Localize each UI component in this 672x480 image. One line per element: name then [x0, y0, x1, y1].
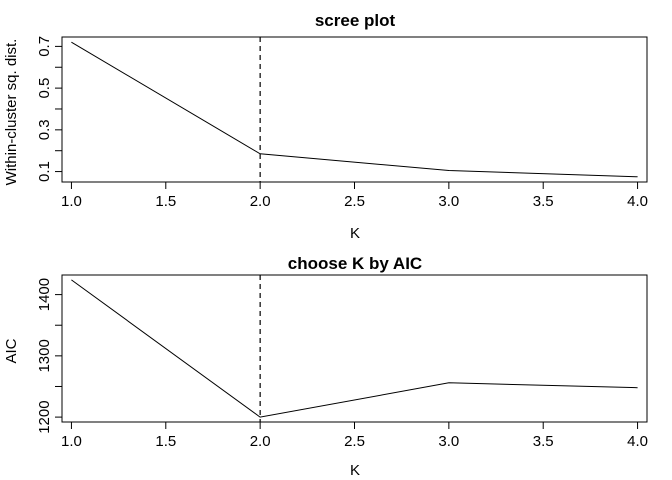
aic-plot-xlabel: K: [350, 462, 360, 479]
scree-y-tick-label: 0.7: [36, 36, 53, 57]
aic-x-tick-label: 2.5: [344, 433, 365, 450]
scree-series-line: [71, 41, 638, 178]
scree-x-tick-label: 1.5: [155, 193, 176, 210]
aic-x-tick-label: 3.0: [438, 433, 459, 450]
aic-x-tick-label: 3.5: [533, 433, 554, 450]
aic-plot-ylabel: AIC: [3, 338, 20, 363]
scree-x-tick-label: 3.0: [438, 193, 459, 210]
aic-x-tick-label: 4.0: [627, 433, 648, 450]
scree-x-tick-label: 4.0: [627, 193, 648, 210]
aic-plot-title: choose K by AIC: [288, 254, 422, 273]
scree-x-tick-label: 3.5: [533, 193, 554, 210]
scree-plot-title: scree plot: [315, 11, 396, 30]
aic-x-tick-label: 1.5: [155, 433, 176, 450]
scree-y-tick-label: 0.5: [36, 78, 53, 99]
scree-plot-ylabel: Within-cluster sq. dist.: [3, 39, 20, 186]
aic-x-tick-label: 2.0: [250, 433, 271, 450]
scree-plot-panel: scree plot K Within-cluster sq. dist. 1.…: [3, 11, 648, 242]
scree-x-tick-label: 2.5: [344, 193, 365, 210]
scree-plot-xlabel: K: [350, 225, 360, 242]
scree-x-tick-label: 1.0: [61, 193, 82, 210]
scree-plot-frame: [61, 36, 648, 183]
aic-y-tick-label: 1300: [36, 339, 53, 372]
scree-y-tick-label: 0.3: [36, 119, 53, 140]
aic-series-line: [71, 279, 638, 418]
aic-y-tick-label: 1400: [36, 278, 53, 311]
scree-x-tick-label: 2.0: [250, 193, 271, 210]
scree-y-tick-label: 0.1: [36, 161, 53, 182]
aic-x-tick-label: 1.0: [61, 433, 82, 450]
aic-plot-panel: choose K by AIC K AIC 1.0 1.5 2.0 2.5 3.0 3.5…: [3, 254, 648, 479]
aic-y-tick-label: 1200: [36, 400, 53, 433]
